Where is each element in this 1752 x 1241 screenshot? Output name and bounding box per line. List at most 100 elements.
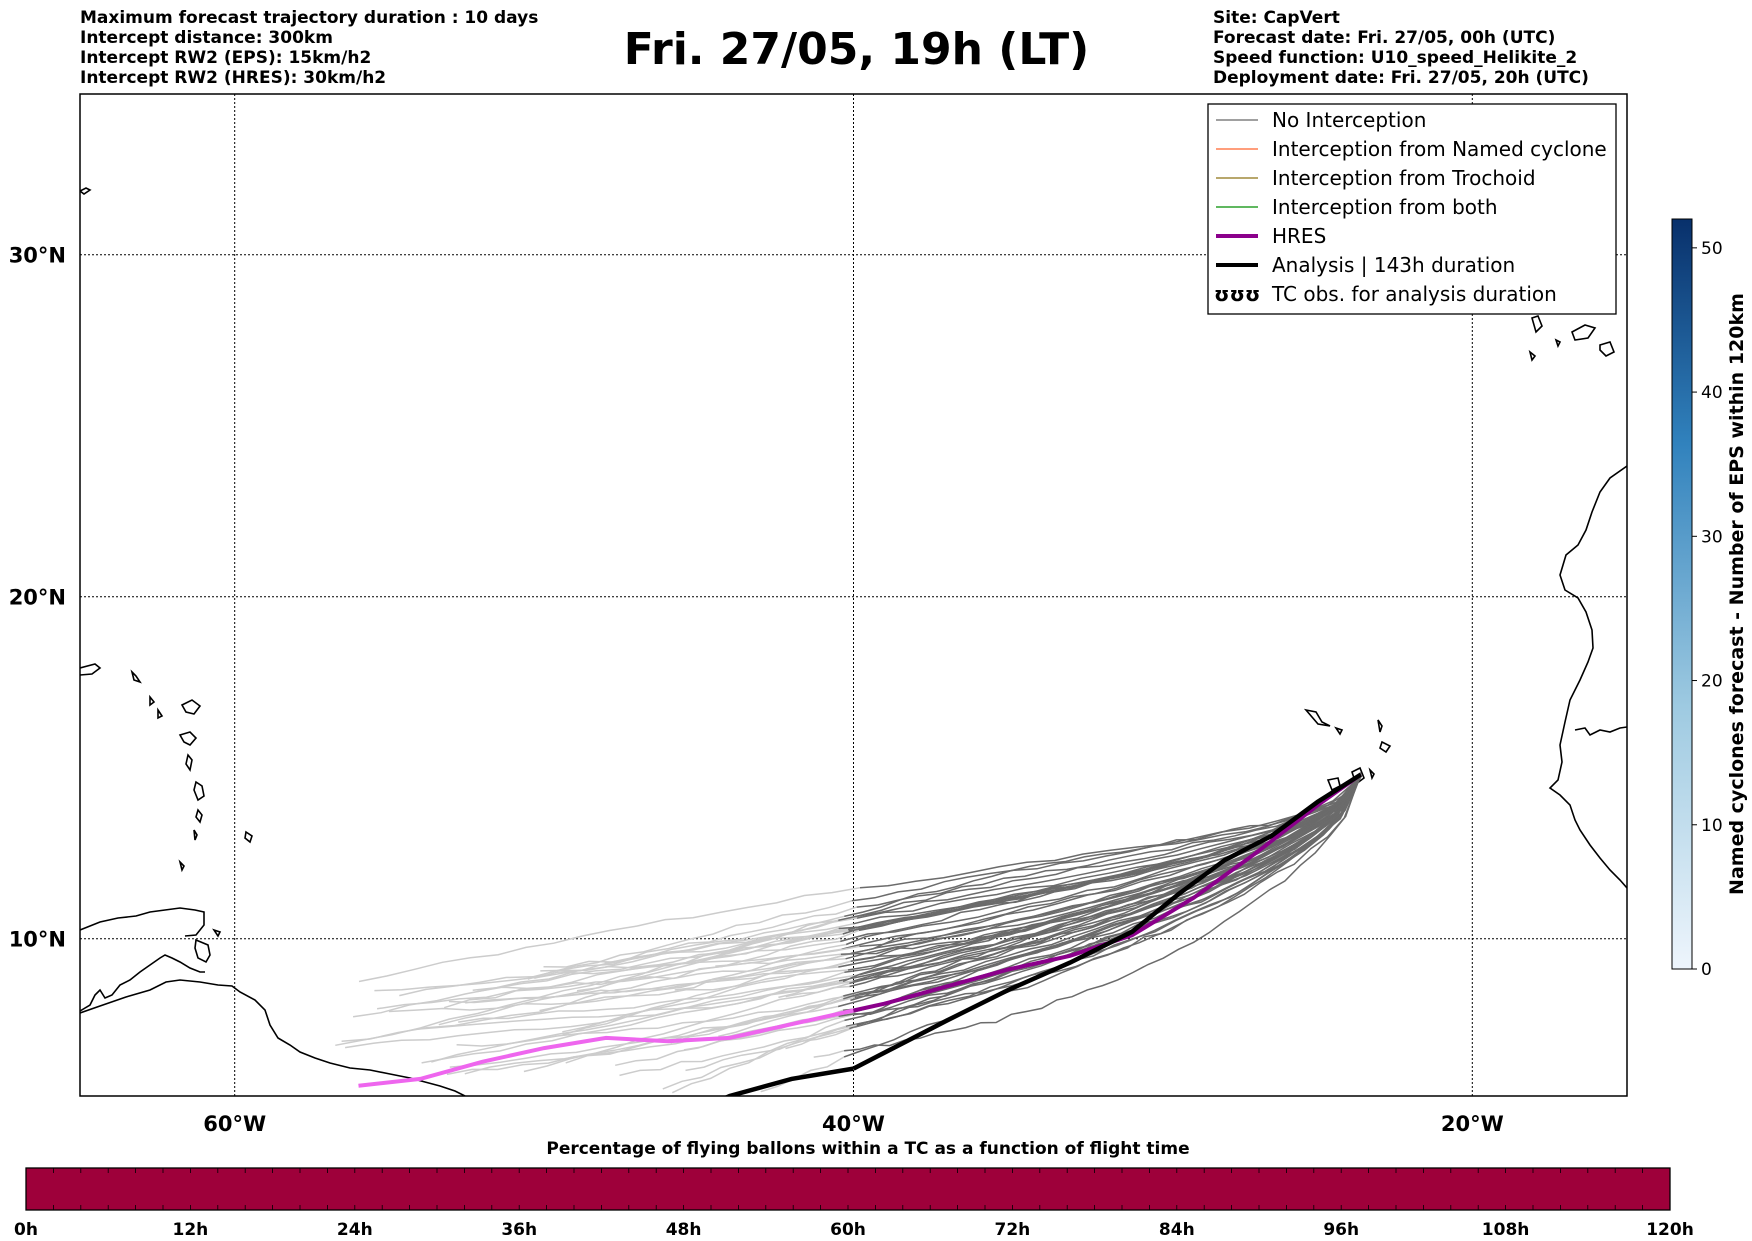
legend-label-named-cyclone: Interception from Named cyclone (1272, 137, 1607, 161)
header-left-line-2: Intercept distance: 300km (80, 28, 333, 48)
eps-track-near (850, 773, 1362, 962)
island-virgin (130, 669, 164, 720)
eps-track-near (845, 774, 1362, 960)
eps-track-far (671, 1015, 864, 1094)
eps-track-far (456, 993, 859, 1047)
lon-label: 60°W (203, 1112, 266, 1136)
colorbar-bar (1671, 218, 1693, 970)
flight-time-bar: 0h 12h 24h 36h 48h 60h 72h 84h 96h 108h 120h (14, 1167, 1694, 1240)
flight-time-tick-label: 120h (1646, 1220, 1694, 1240)
eps-track-near (838, 775, 1362, 1018)
eps-track-far (619, 1021, 867, 1077)
coast-tobago (212, 928, 222, 938)
legend-label-no-interception: No Interception (1272, 108, 1426, 132)
legend-box (1207, 103, 1617, 315)
page-title: Fri. 27/05, 19h (LT) (623, 24, 1090, 75)
flight-time-tick-label: 84h (1159, 1220, 1195, 1240)
header-right-line-3: Speed function: U10_speed_Helikite_2 (1213, 48, 1578, 68)
lat-label: 20°N (9, 586, 66, 610)
island-cv-4 (1379, 740, 1392, 754)
axis-labels: 30°N 20°N 10°N 60°W 40°W 20°W (9, 244, 1504, 1136)
island-mq (193, 780, 205, 802)
eps-track-far (539, 929, 860, 1012)
flight-time-tick-label: 60h (830, 1220, 866, 1240)
eps-track-far (376, 948, 842, 1010)
eps-track-near (844, 772, 1362, 1052)
header-left-line-4: Intercept RW2 (HRES): 30km/h2 (80, 68, 387, 88)
eps-track-near (854, 774, 1362, 999)
island-dm (185, 753, 193, 773)
eps-track-far (421, 974, 866, 1064)
island-canary-5 (1528, 349, 1537, 362)
colorbar-tick-label: 30 (1701, 527, 1723, 547)
island-antigua (180, 699, 202, 715)
colorbar-label: Named cyclones forecast - Number of EPS … (1726, 293, 1748, 895)
island-canary-2 (1554, 338, 1562, 349)
island-canary-3 (1571, 324, 1597, 341)
island-cv-7 (1368, 767, 1375, 781)
eps-track-near (844, 774, 1362, 1022)
trajectories (335, 772, 1363, 1096)
eps-track-near (844, 775, 1362, 918)
eps-track-far (534, 915, 856, 980)
eps-track-near (849, 774, 1362, 985)
eps-track-far (527, 900, 853, 980)
lon-label: 40°W (822, 1112, 885, 1136)
eps-track-far (431, 971, 845, 1063)
eps-track-far (562, 960, 851, 1033)
eps-track-far (464, 999, 864, 1075)
colorbar-tick-label: 0 (1701, 960, 1712, 980)
eps-track-far (576, 914, 861, 992)
flight-time-bar-title: Percentage of flying ballons within a TC… (546, 1139, 1190, 1159)
coast-south-america (80, 979, 466, 1096)
header-right-line-1: Site: CapVert (1213, 8, 1340, 28)
legend-label-analysis: Analysis | 143h duration (1272, 253, 1515, 277)
header-left-line-1: Maximum forecast trajectory duration : 1… (80, 8, 539, 28)
island-gp (178, 731, 198, 746)
eps-track-far (388, 969, 848, 1013)
lat-label: 10°N (9, 928, 66, 952)
eps-track-far (562, 952, 851, 1036)
flight-time-bar-fill (25, 1167, 1671, 1211)
lon-label: 20°W (1441, 1112, 1504, 1136)
header-right-line-4: Deployment date: Fri. 27/05, 20h (UTC) (1213, 68, 1589, 88)
flight-time-tick-label: 12h (173, 1220, 209, 1240)
eps-track-near (856, 775, 1362, 908)
eps-track-far (662, 1024, 857, 1090)
island-vc (193, 829, 198, 841)
eps-track-far (523, 982, 850, 1073)
flight-time-ticks: 0h 12h 24h 36h 48h 60h 72h 84h 96h 108h 120h (14, 1168, 1694, 1240)
analysis-track-far (724, 1066, 854, 1096)
legend-label-tc-obs: TC obs. for analysis duration (1271, 282, 1557, 306)
island-north-small (80, 187, 92, 195)
header-left-line-3: Intercept RW2 (EPS): 15km/h2 (80, 48, 372, 68)
eps-track-near (842, 776, 1362, 983)
legend-label-both: Interception from both (1272, 195, 1498, 219)
coast-west-africa-detail (1574, 726, 1627, 737)
legend-label-trochoid: Interception from Trochoid (1272, 166, 1536, 190)
eps-track-far (374, 933, 868, 992)
colorbar-tick-label: 50 (1701, 239, 1723, 259)
colorbar-tick-label: 10 (1701, 816, 1723, 836)
eps-track-near (843, 774, 1362, 997)
eps-track-near (854, 775, 1362, 1029)
coast-venezuela (80, 954, 205, 1012)
legend-label-hres: HRES (1272, 224, 1326, 248)
header-right-line-2: Forecast date: Fri. 27/05, 00h (UTC) (1213, 28, 1556, 48)
eps-track-near (838, 774, 1362, 922)
island-canary-1 (1531, 315, 1543, 334)
colorbar: 0 10 20 30 40 50 Named cyclones forecast - Nu… (1671, 218, 1748, 980)
eps-track-near (852, 772, 1362, 997)
eps-track-near (852, 772, 1362, 1014)
legend: No Interception Interception from Named … (1207, 103, 1617, 315)
eps-track-near (849, 773, 1362, 988)
flight-time-tick-label: 96h (1323, 1220, 1359, 1240)
eps-track-near (840, 774, 1362, 955)
eps-track-near (850, 773, 1362, 955)
colorbar-ticks: 0 10 20 30 40 50 (1692, 239, 1723, 980)
eps-track-near (855, 773, 1362, 918)
island-lc (195, 808, 203, 824)
lat-label: 30°N (9, 244, 66, 268)
analysis-track-near (852, 772, 1363, 1071)
eps-track-far (543, 926, 862, 968)
